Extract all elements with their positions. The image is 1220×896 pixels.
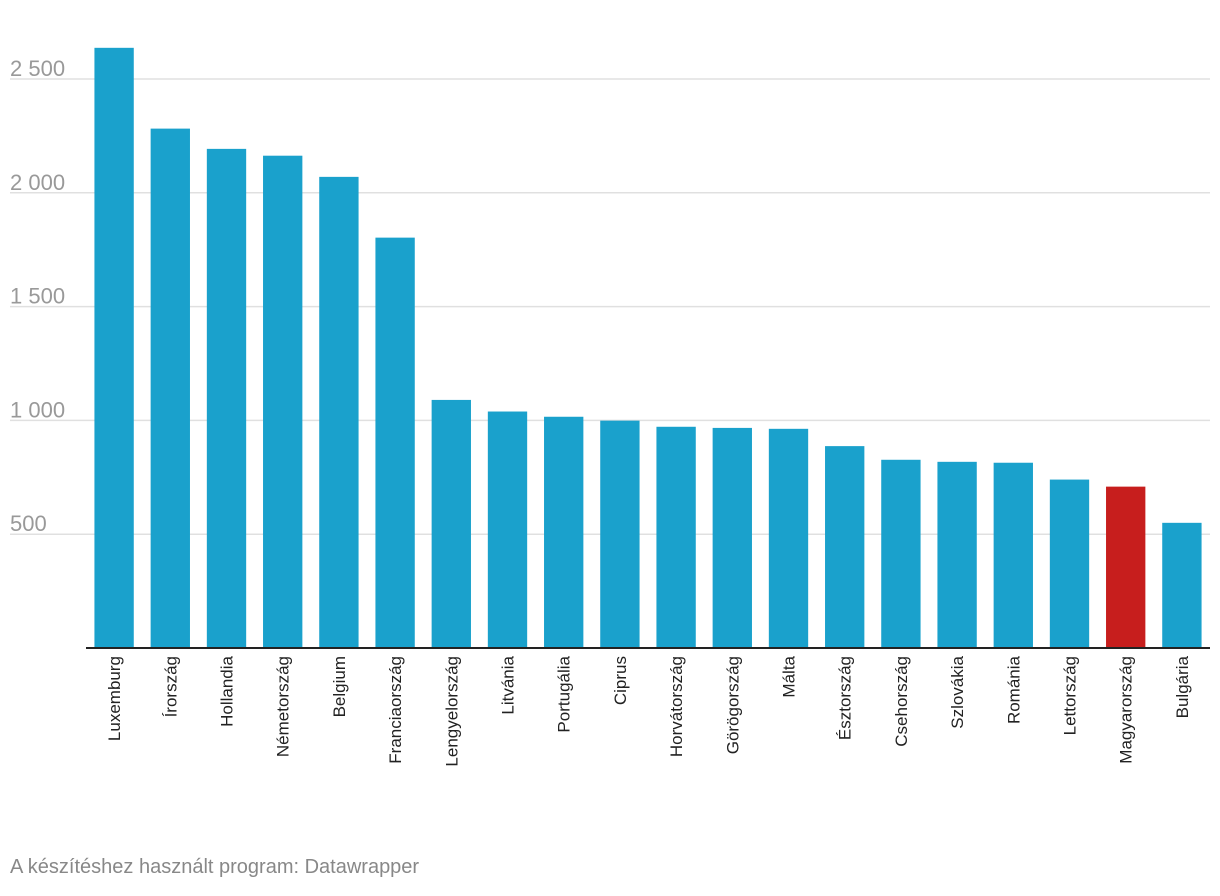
- x-tick-label: Bulgária: [1173, 655, 1192, 718]
- bar: [263, 155, 303, 648]
- x-tick-label: Németország: [274, 656, 293, 757]
- bar: [544, 416, 584, 648]
- bar: [600, 420, 640, 648]
- y-tick-label: 1 500: [10, 284, 65, 309]
- x-tick-label: Horvátország: [667, 656, 686, 757]
- bar: [993, 462, 1033, 648]
- x-tick-label: Lengyelország: [442, 656, 461, 767]
- bar: [937, 461, 977, 648]
- footer-credit: A készítéshez használt program: Datawrap…: [10, 856, 420, 878]
- x-tick-label: Görögország: [723, 656, 742, 754]
- x-tick-label: Románia: [1004, 655, 1023, 724]
- y-tick-label: 1 000: [10, 397, 65, 422]
- x-tick-label: Portugália: [555, 655, 574, 732]
- bar: [487, 411, 528, 648]
- bar: [1162, 522, 1202, 648]
- x-tick-label: Málta: [780, 655, 799, 697]
- bar: [825, 446, 865, 648]
- x-tick-label: Belgium: [330, 656, 349, 717]
- bar: [1049, 479, 1090, 648]
- bar: [319, 176, 359, 649]
- bar: [712, 427, 752, 648]
- bar: [768, 428, 809, 648]
- bar: [431, 399, 471, 648]
- x-tick-label: Szlovákia: [948, 655, 967, 728]
- y-tick-label: 2 500: [10, 56, 65, 81]
- y-tick-label: 500: [10, 511, 47, 536]
- x-tick-label: Írország: [161, 656, 180, 717]
- bar: [94, 47, 134, 649]
- bar: [375, 237, 415, 648]
- y-tick-label: 2 000: [10, 170, 65, 195]
- x-tick-label: Luxemburg: [105, 656, 124, 741]
- x-tick-label: Litvánia: [499, 655, 518, 714]
- bar: [150, 128, 190, 648]
- x-tick-label: Franciaország: [386, 656, 405, 764]
- bar: [1106, 486, 1146, 648]
- bar: [881, 459, 921, 648]
- x-axis-ticks: Luxemburg Írország Hollandia Németország Bel…: [105, 655, 1192, 766]
- x-tick-label: Magyarország: [1117, 656, 1136, 764]
- y-axis-ticks: 500 1 000 1 500 2 000 2 500: [10, 56, 65, 536]
- x-tick-label: Észtország: [836, 656, 855, 740]
- x-tick-label: Ciprus: [611, 656, 630, 705]
- bar: [206, 148, 247, 648]
- x-tick-label: Csehország: [892, 656, 911, 747]
- x-tick-label: Hollandia: [218, 655, 237, 726]
- x-tick-label: Lettország: [1061, 656, 1080, 735]
- bar: [656, 426, 696, 648]
- bar-chart: 500 1 000 1 500 2 000 2 500 Luxemburg Írorszá…: [10, 47, 1210, 767]
- bars: [94, 47, 1202, 649]
